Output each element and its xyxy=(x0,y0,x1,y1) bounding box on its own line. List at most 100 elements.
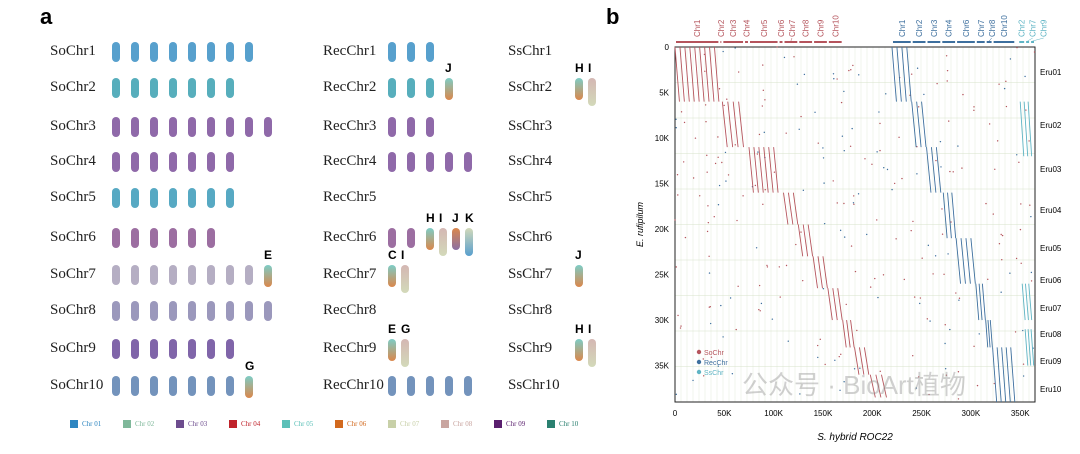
noise-dot xyxy=(722,50,724,53)
noise-dot xyxy=(978,333,980,335)
chromosome xyxy=(426,78,434,98)
y-tick-label: 35K xyxy=(655,362,670,371)
noise-dot xyxy=(674,219,676,221)
chromosome xyxy=(169,376,177,396)
noise-dot xyxy=(1033,51,1036,53)
synteny-line xyxy=(842,320,847,348)
synteny-line xyxy=(827,288,833,321)
chromosome xyxy=(169,152,177,172)
chromosome xyxy=(112,42,120,62)
noise-dot xyxy=(913,296,916,298)
chromosome xyxy=(207,376,215,396)
chromosome xyxy=(445,376,453,396)
noise-dot xyxy=(998,243,1001,245)
synteny-line xyxy=(709,46,715,102)
chromosome xyxy=(150,117,158,137)
noise-dot xyxy=(819,338,821,341)
hybrid-chromosome xyxy=(452,228,460,250)
noise-dot xyxy=(714,162,717,165)
noise-dot xyxy=(704,70,706,72)
noise-dot xyxy=(929,320,931,322)
noise-dot xyxy=(713,216,715,218)
legend-swatch xyxy=(335,420,343,428)
legend-item: Chr 07 xyxy=(388,420,419,428)
noise-dot xyxy=(816,344,819,347)
noise-dot xyxy=(833,78,835,80)
legend-swatch xyxy=(123,420,131,428)
noise-dot xyxy=(823,222,826,225)
noise-dot xyxy=(1016,154,1018,156)
chromosome xyxy=(226,339,234,359)
watermark: 公众号 · BioArt植物 xyxy=(742,370,966,400)
noise-dot xyxy=(836,78,838,80)
noise-dot xyxy=(883,167,885,169)
synteny-line xyxy=(1025,283,1029,321)
synteny-line xyxy=(978,283,983,321)
row-label: SoChr4 xyxy=(50,153,96,169)
chromosome xyxy=(264,301,272,321)
noise-dot xyxy=(1001,234,1004,237)
noise-dot xyxy=(910,229,912,232)
row-label: SsChr10 xyxy=(508,377,560,393)
legend-label: Chr 10 xyxy=(559,420,579,428)
noise-dot xyxy=(682,161,685,163)
noise-dot xyxy=(891,188,893,191)
chromosome-label-top: Chr8 xyxy=(802,19,811,37)
legend-label: Chr 03 xyxy=(188,420,208,428)
noise-dot xyxy=(1019,228,1022,231)
legend-item: Chr 06 xyxy=(335,420,366,428)
noise-dot xyxy=(793,56,795,58)
row-label: SoChr10 xyxy=(50,377,104,393)
chromosome-label-top: Chr1 xyxy=(693,19,702,37)
chromosome-label-top: Chr6 xyxy=(962,19,971,37)
legend-label: Chr 06 xyxy=(347,420,367,428)
synteny-line xyxy=(901,46,907,102)
x-tick-label: 0 xyxy=(673,409,678,418)
noise-dot xyxy=(941,208,943,210)
noise-dot xyxy=(952,171,954,173)
chromosome xyxy=(188,301,196,321)
legend-marker xyxy=(696,359,702,365)
chromosome-label-top: Chr10 xyxy=(831,15,840,37)
noise-dot xyxy=(839,389,841,392)
noise-dot xyxy=(799,393,801,395)
noise-dot xyxy=(706,171,708,173)
noise-dot xyxy=(771,318,774,320)
chromosome-label-top: Chr7 xyxy=(977,19,986,37)
noise-dot xyxy=(1018,161,1020,164)
hybrid-chromosome xyxy=(388,265,396,287)
row-label: SsChr8 xyxy=(508,302,553,318)
legend-item: Chr 01 xyxy=(70,420,101,428)
plot-frame xyxy=(674,46,1036,403)
noise-dot xyxy=(736,219,738,222)
legend-swatch xyxy=(441,420,449,428)
noise-dot xyxy=(692,177,695,179)
chromosome-tag: G xyxy=(245,359,255,373)
synteny-line xyxy=(981,283,986,321)
noise-dot xyxy=(1030,280,1033,282)
noise-dot xyxy=(996,140,999,142)
chromosome xyxy=(188,376,196,396)
noise-dot xyxy=(773,171,776,173)
noise-dot xyxy=(927,244,930,247)
noise-dot xyxy=(885,93,887,95)
noise-dot xyxy=(762,64,764,66)
chromosome xyxy=(245,117,253,137)
chromosome xyxy=(226,188,234,208)
noise-dot xyxy=(734,47,736,49)
chromosome xyxy=(188,42,196,62)
label-leader xyxy=(1027,37,1033,42)
chromosome xyxy=(112,339,120,359)
noise-dot xyxy=(785,132,787,134)
noise-dot xyxy=(717,156,719,158)
noise-dot xyxy=(994,168,996,170)
legend-label: Chr 05 xyxy=(294,420,314,428)
row-label: RecChr6 xyxy=(323,229,377,245)
noise-dot xyxy=(932,273,934,275)
noise-dot xyxy=(992,213,994,215)
noise-dot xyxy=(1005,105,1008,108)
noise-dot xyxy=(800,231,802,233)
chromosome-tag: H xyxy=(575,322,584,336)
legend-swatch xyxy=(547,420,555,428)
row-label: SoChr2 xyxy=(50,79,96,95)
